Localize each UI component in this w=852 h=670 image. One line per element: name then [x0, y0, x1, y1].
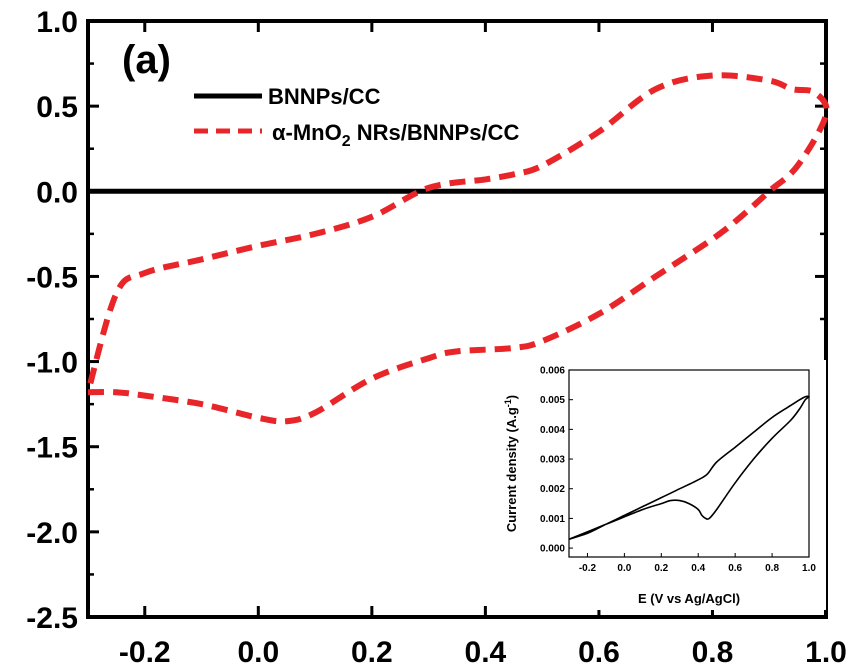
legend: BNNPs/CC α-MnO2 NRs/BNNPs/CC	[194, 84, 519, 150]
y-tick-label: -0.5	[26, 261, 78, 294]
inset-y-tick-label: 0.001	[540, 514, 565, 525]
inset-y-tick-label: 0.004	[540, 425, 565, 436]
x-tick-label: 1.0	[805, 636, 847, 669]
inset-x-tick-label: 0.6	[728, 563, 742, 574]
y-tick-label: 0.0	[36, 176, 78, 209]
inset-x-tick-label: 0.2	[654, 563, 668, 574]
inset-y-axis-label-main: Current density (A.g	[504, 407, 519, 532]
main-series-group	[85, 72, 830, 425]
inset-y-tick-label: 0.003	[540, 455, 565, 466]
y-tick-label: -1.0	[26, 347, 78, 380]
inset-y-axis-label-superscript: -1	[503, 399, 513, 407]
y-tick-label: -1.5	[26, 432, 78, 465]
inset-series-group	[568, 395, 810, 540]
legend-label-bnnps-cc: BNNPs/CC	[268, 84, 381, 109]
inset-y-tick-label: 0.002	[540, 484, 565, 495]
inset-axis-ticks: -0.2 0.0 0.2 0.4 0.6 0.8 1.0 0.000 0.001 0.002 0.0…	[540, 366, 816, 575]
inset-y-tick-label: 0.006	[540, 366, 565, 377]
x-tick-label: 0.0	[237, 636, 279, 669]
inset-series-line	[568, 395, 810, 540]
legend-label-mno2: α-MnO2 NRs/BNNPs/CC	[272, 120, 519, 150]
inset-x-tick-label: 0.0	[617, 563, 631, 574]
inset-y-axis-label: Current density (A.g-1)	[503, 395, 519, 532]
series-line-mno2	[85, 72, 830, 425]
y-tick-label: -2.0	[26, 517, 78, 550]
inset-y-tick-label: 0.000	[540, 544, 565, 555]
inset-plot-frame	[568, 369, 810, 558]
inset-x-tick-label: 0.8	[765, 563, 779, 574]
inset-x-axis-label: E (V vs Ag/AgCl)	[638, 591, 740, 606]
inset-x-tick-label: 0.4	[691, 563, 705, 574]
x-tick-label: 0.8	[692, 636, 734, 669]
y-tick-label: 0.5	[36, 91, 78, 124]
x-tick-label: 0.2	[351, 636, 393, 669]
panel-label: (a)	[122, 38, 171, 82]
x-tick-label: 0.4	[465, 636, 507, 669]
inset-y-axis-label-end: )	[504, 395, 519, 399]
inset-chart: -0.2 0.0 0.2 0.4 0.6 0.8 1.0 0.000 0.001 0.002 0.0…	[498, 360, 826, 610]
inset-x-tick-label: -0.2	[579, 563, 597, 574]
legend-label-mno2-rest: NRs/BNNPs/CC	[351, 120, 520, 145]
inset-x-tick-label: 1.0	[802, 563, 816, 574]
x-tick-label: -0.2	[119, 636, 171, 669]
main-axis-ticks: -0.2 0.0 0.2 0.4 0.6 0.8 1.0 1.0 0.5 0.0 -0.5 -1.0 -…	[26, 6, 847, 669]
inset-y-tick-label: 0.005	[540, 395, 565, 406]
x-tick-label: 0.6	[578, 636, 620, 669]
y-tick-label: 1.0	[36, 6, 78, 39]
y-tick-label: -2.5	[26, 602, 78, 635]
legend-label-mno2-main: α-MnO	[272, 120, 342, 145]
inset-background	[498, 360, 826, 610]
legend-label-mno2-subscript: 2	[342, 133, 351, 150]
